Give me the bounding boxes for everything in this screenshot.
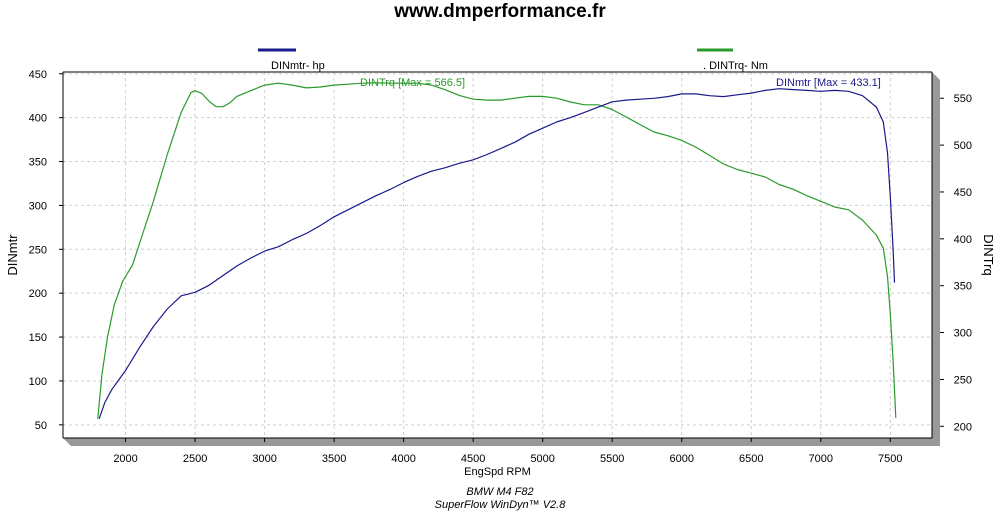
x-tick-label: 3000	[252, 453, 276, 465]
legend-power-label: DINmtr- hp	[271, 60, 325, 72]
series	[97, 82, 897, 419]
y-right-tick-label: 500	[954, 140, 972, 152]
torque-series-line	[97, 82, 897, 419]
power-series-line	[98, 88, 896, 419]
x-tick-label: 4000	[391, 453, 415, 465]
axes	[59, 71, 944, 442]
grid	[63, 72, 932, 438]
y-left-tick-label: 450	[29, 69, 47, 81]
site-title: www.dmperformance.fr	[394, 1, 606, 22]
y-left-tick-label: 250	[29, 244, 47, 256]
power-max-annotation: DINmtr [Max = 433.1]	[776, 77, 881, 89]
y-left-tick-label: 200	[29, 288, 47, 300]
y-left-tick-label: 150	[29, 332, 47, 344]
y-right-tick-label: 300	[954, 328, 972, 340]
y-left-tick-label: 350	[29, 157, 47, 169]
y-right-tick-label: 350	[954, 281, 972, 293]
x-tick-label: 3500	[322, 453, 346, 465]
y-left-tick-label: 300	[29, 200, 47, 212]
y-left-axis-title: DINmtr	[5, 234, 20, 276]
plot-area	[63, 72, 940, 446]
y-right-axis-title: DINTrq	[981, 234, 996, 275]
y-left-tick-label: 100	[29, 376, 47, 388]
x-tick-label: 2000	[113, 453, 137, 465]
x-tick-label: 2500	[183, 453, 207, 465]
x-tick-label: 5000	[530, 453, 554, 465]
chart-labels: EngSpd RPM DINmtr DINTrq DINTrq [Max = 566.…	[5, 48, 996, 478]
x-tick-label: 6000	[669, 453, 693, 465]
y-left-tick-label: 50	[35, 420, 47, 432]
y-right-tick-label: 550	[954, 93, 972, 105]
y-right-tick-label: 250	[954, 374, 972, 386]
y-right-tick-label: 450	[954, 187, 972, 199]
x-tick-label: 5500	[600, 453, 624, 465]
x-tick-label: 4500	[461, 453, 485, 465]
legend-torque-label: . DINTrq- Nm	[703, 60, 768, 72]
x-tick-label: 6500	[739, 453, 763, 465]
vehicle-label: BMW M4 F82	[466, 486, 534, 498]
x-tick-label: 7500	[878, 453, 902, 465]
y-left-tick-label: 400	[29, 113, 47, 125]
torque-max-annotation: DINTrq [Max = 566.5]	[360, 77, 465, 89]
y-right-tick-label: 400	[954, 234, 972, 246]
plot-background	[63, 72, 932, 438]
software-label: SuperFlow WinDyn™ V2.8	[434, 499, 566, 511]
x-axis-title: EngSpd RPM	[464, 466, 531, 478]
x-tick-label: 7000	[809, 453, 833, 465]
y-right-tick-label: 200	[954, 421, 972, 433]
tick-labels: 2000 2500 3000 3500 4000 4500 5000 5500 6000 6500…	[29, 69, 972, 465]
